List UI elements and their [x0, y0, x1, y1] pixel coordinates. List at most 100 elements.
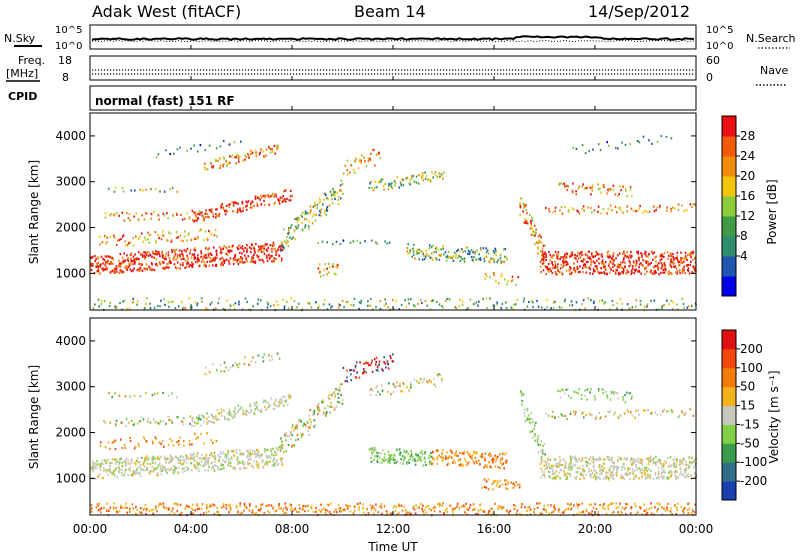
data-cell — [115, 423, 117, 426]
data-cell — [228, 260, 230, 263]
data-cell — [425, 255, 427, 258]
data-cell — [565, 263, 568, 266]
data-cell — [500, 273, 503, 276]
data-cell — [603, 462, 605, 465]
data-cell — [189, 453, 192, 456]
data-cell — [369, 159, 372, 162]
data-cell — [205, 254, 207, 257]
data-cell — [206, 421, 209, 424]
data-cell — [236, 363, 238, 367]
data-cell — [184, 235, 186, 238]
data-cell — [571, 207, 574, 210]
data-cell — [97, 268, 99, 271]
data-cell — [121, 474, 123, 477]
data-cell — [681, 268, 684, 271]
data-cell — [373, 448, 376, 451]
data-cell — [500, 262, 502, 265]
data-cell — [94, 255, 96, 258]
data-cell — [464, 460, 467, 463]
nave-tick-bottom: 0 — [706, 71, 713, 84]
data-cell — [104, 255, 106, 258]
data-cell — [620, 475, 623, 478]
data-cell — [558, 464, 560, 467]
data-cell — [582, 205, 585, 208]
data-cell — [260, 455, 263, 458]
data-cell — [540, 467, 543, 470]
data-cell — [459, 250, 461, 253]
data-cell — [692, 460, 695, 463]
data-cell — [459, 458, 462, 461]
data-cell — [121, 270, 124, 273]
data-cell — [206, 212, 209, 216]
nsearch-trace — [91, 39, 695, 43]
data-cell — [206, 237, 208, 240]
cpid-text: normal (fast) 151 RF — [95, 94, 235, 108]
data-cell — [315, 506, 317, 510]
data-cell — [328, 504, 330, 507]
data-cell — [442, 457, 444, 461]
data-cell — [264, 448, 266, 451]
data-cell — [240, 140, 242, 143]
data-cell — [583, 209, 585, 212]
data-cell — [130, 473, 133, 477]
data-cell — [327, 404, 329, 408]
data-cell — [612, 259, 614, 262]
data-cell — [264, 399, 266, 402]
data-cell — [643, 305, 646, 308]
data-cell — [237, 263, 240, 266]
data-cell — [297, 438, 299, 441]
data-cell — [404, 299, 406, 302]
data-cell — [118, 510, 121, 513]
data-cell — [391, 187, 394, 190]
data-cell — [543, 508, 546, 511]
data-cell — [236, 259, 239, 262]
data-cell — [330, 194, 333, 197]
data-cell — [370, 387, 372, 391]
data-cell — [414, 512, 417, 515]
data-cell — [417, 454, 420, 457]
data-cell — [165, 461, 167, 464]
data-cell — [317, 412, 319, 416]
data-cell — [638, 263, 641, 266]
data-cell — [132, 244, 135, 247]
data-cell — [681, 261, 684, 264]
data-cell — [272, 150, 274, 153]
data-cell — [329, 397, 331, 400]
data-cell — [431, 257, 433, 260]
data-cell — [199, 144, 202, 147]
data-cell — [415, 181, 418, 184]
data-cell — [537, 252, 539, 255]
data-cell — [112, 471, 115, 474]
data-cell — [620, 476, 622, 479]
data-cell — [617, 263, 619, 266]
data-cell — [486, 466, 488, 469]
data-cell — [269, 359, 271, 362]
data-cell — [648, 457, 650, 460]
data-cell — [657, 470, 660, 473]
data-cell — [281, 444, 284, 447]
data-cell — [144, 236, 146, 239]
data-cell — [458, 464, 461, 467]
data-cell — [371, 359, 373, 362]
data-cell — [687, 464, 689, 467]
data-cell — [569, 504, 571, 507]
data-cell — [526, 407, 529, 410]
data-cell — [133, 394, 136, 398]
data-cell — [624, 143, 627, 146]
data-cell — [494, 460, 497, 463]
data-cell — [327, 198, 329, 201]
data-cell — [430, 451, 432, 455]
data-cell — [582, 299, 585, 302]
data-cell — [631, 271, 633, 274]
data-cell — [365, 165, 368, 168]
data-cell — [576, 268, 579, 271]
data-cell — [250, 260, 253, 263]
data-cell — [172, 444, 175, 447]
data-cell — [154, 436, 157, 439]
data-cell — [382, 369, 384, 372]
data-cell — [158, 253, 161, 256]
data-cell — [225, 461, 227, 464]
data-cell — [268, 460, 271, 464]
data-cell — [114, 186, 117, 189]
data-cell — [164, 507, 166, 510]
